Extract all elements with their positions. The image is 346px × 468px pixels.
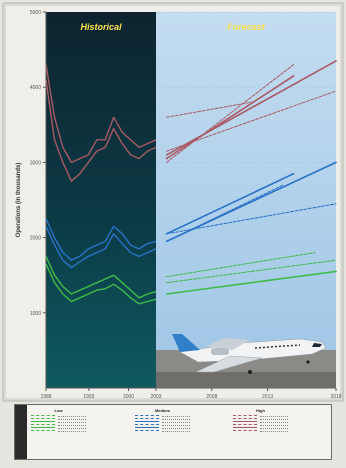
legend-row xyxy=(31,414,86,417)
legend-row-text xyxy=(162,425,190,426)
legend-swatch xyxy=(135,421,159,422)
x-tick-label: 2013 xyxy=(262,394,273,400)
legend-column-middle: Medium xyxy=(135,408,190,432)
legend-row xyxy=(31,420,86,423)
forecast-series-upper-2 xyxy=(166,64,295,163)
legend-row-text xyxy=(58,425,86,426)
forecast-series-upper-4 xyxy=(166,101,252,118)
historical-panel xyxy=(46,12,156,388)
legend-swatch xyxy=(135,427,159,428)
y-axis-label: Operations (in thousands) xyxy=(16,163,22,238)
business-jet-image xyxy=(156,334,336,388)
legend-column-head: Low xyxy=(54,408,63,413)
historical-series-lower-5 xyxy=(45,263,157,305)
legend-row-text xyxy=(58,428,86,429)
x-tick-label: 1988 xyxy=(40,394,51,400)
legend-swatch xyxy=(233,430,257,431)
forecast-series-middle-5 xyxy=(165,161,337,243)
chart-legend: Low Medium High xyxy=(14,404,332,460)
legend-row-text xyxy=(58,416,86,417)
legend-row xyxy=(31,426,86,429)
legend-column-lower: Low xyxy=(31,408,86,432)
legend-row xyxy=(233,429,288,432)
y-tick-label: 5000 xyxy=(30,10,41,16)
y-tick-label: 2000 xyxy=(30,236,41,242)
legend-column-upper: High xyxy=(233,408,288,432)
legend-row-text xyxy=(260,425,288,426)
forecast-panel xyxy=(156,12,336,388)
legend-row xyxy=(135,414,190,417)
x-tick-label: 2003 xyxy=(150,394,161,400)
historical-series-middle-3 xyxy=(45,226,157,269)
y-tick-label: 1000 xyxy=(30,311,41,317)
legend-row xyxy=(135,420,190,423)
forecast-series-lower-11 xyxy=(166,252,316,278)
legend-row xyxy=(135,417,190,420)
forecast-series-lower-9 xyxy=(165,270,337,295)
legend-row xyxy=(31,417,86,420)
historical-series-upper-1 xyxy=(45,79,157,182)
legend-row-text xyxy=(58,422,86,423)
legend-swatch xyxy=(31,421,55,422)
legend-row xyxy=(31,423,86,426)
legend-row-text xyxy=(260,422,288,423)
legend-swatch xyxy=(233,418,257,419)
legend-swatch xyxy=(31,418,55,419)
legend-column-head: Medium xyxy=(154,408,171,413)
x-tick-label: 2000 xyxy=(123,394,134,400)
legend-swatch xyxy=(31,415,55,416)
legend-row-text xyxy=(260,419,288,420)
forecast-series-upper-1 xyxy=(165,60,337,156)
panel-label-forecast: Forecast xyxy=(227,22,266,32)
forecast-series-middle-7 xyxy=(165,172,295,235)
legend-row xyxy=(31,429,86,432)
legend-swatch xyxy=(233,415,257,416)
x-tick-label: 1993 xyxy=(83,394,94,400)
legend-row-text xyxy=(58,419,86,420)
legend-swatch xyxy=(135,424,159,425)
x-tick-label: 2008 xyxy=(206,394,217,400)
legend-row-text xyxy=(58,431,86,432)
forecast-series-middle-8 xyxy=(166,184,284,242)
legend-row-text xyxy=(162,431,190,432)
legend-row xyxy=(135,429,190,432)
legend-row xyxy=(233,414,288,417)
forecast-series-upper-3 xyxy=(165,75,295,160)
legend-swatch xyxy=(31,424,55,425)
legend-row-text xyxy=(260,428,288,429)
legend-swatch xyxy=(31,427,55,428)
y-tick-label: 4000 xyxy=(30,85,41,91)
legend-row-text xyxy=(260,416,288,417)
legend-swatch xyxy=(135,415,159,416)
legend-row xyxy=(233,420,288,423)
legend-row-text xyxy=(162,419,190,420)
panel-label-historical: Historical xyxy=(80,22,122,32)
y-tick-label: 3000 xyxy=(30,160,41,166)
legend-row xyxy=(233,417,288,420)
legend-column-head: High xyxy=(256,408,265,413)
legend-swatch xyxy=(135,418,159,419)
legend-row xyxy=(233,426,288,429)
historical-series-upper-0 xyxy=(45,64,157,164)
legend-row-text xyxy=(162,416,190,417)
legend-tab xyxy=(15,405,27,459)
legend-row-text xyxy=(162,428,190,429)
historical-series-lower-4 xyxy=(45,256,157,299)
legend-row xyxy=(233,423,288,426)
legend-swatch xyxy=(233,421,257,422)
forecast-series-lower-10 xyxy=(166,259,337,284)
x-tick-label: 2018 xyxy=(330,394,341,400)
legend-row-text xyxy=(162,422,190,423)
legend-swatch xyxy=(135,430,159,431)
legend-swatch xyxy=(233,427,257,428)
legend-row-text xyxy=(260,431,288,432)
legend-swatch xyxy=(31,430,55,431)
legend-row xyxy=(135,426,190,429)
legend-row xyxy=(135,423,190,426)
historical-series-middle-2 xyxy=(45,218,157,261)
legend-swatch xyxy=(233,424,257,425)
forecast-series-middle-6 xyxy=(166,203,337,235)
